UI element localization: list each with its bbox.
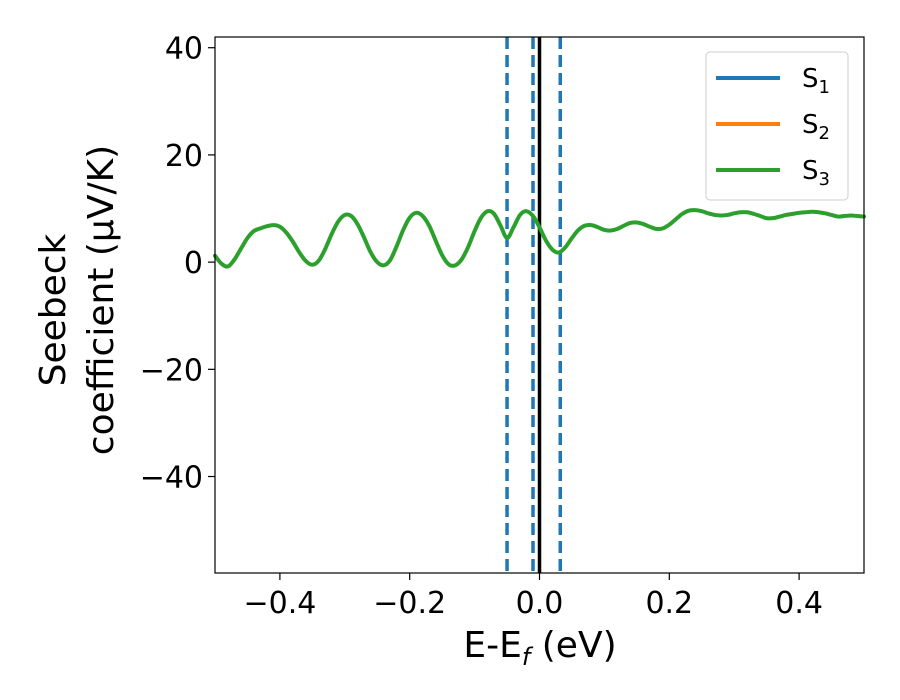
legend-label-2: S2 [802,110,830,144]
legend: S1 S2 S3 [705,51,849,201]
legend-label-1: S1 [802,64,830,98]
x-axis-ticks: −0.4 −0.2 0.0 0.2 0.4 [243,573,823,621]
y-axis-ticks: −40 −20 0 20 40 [140,32,215,496]
y-tick-label: −40 [140,461,203,496]
x-tick-label: −0.4 [243,586,316,621]
legend-label-3: S3 [802,156,830,190]
y-axis-label: Seebeck coefficient (μV/K) [33,145,122,455]
y-tick-label: 0 [184,246,203,281]
series-line-1 [213,208,866,269]
x-tick-label: −0.2 [373,586,446,621]
x-tick-label: 0.0 [516,586,564,621]
x-tick-label: 0.2 [645,586,693,621]
y-axis-label-line2: coefficient (μV/K) [81,145,122,455]
x-tick-label: 0.4 [775,586,823,621]
reference-lines [505,37,563,573]
y-tick-label: 20 [165,139,203,174]
x-axis-label: E-Ef (eV) [463,625,616,671]
series-group [213,208,866,269]
y-axis-label-line1: Seebeck [33,233,74,386]
y-tick-label: −20 [140,353,203,388]
y-tick-label: 40 [165,32,203,67]
